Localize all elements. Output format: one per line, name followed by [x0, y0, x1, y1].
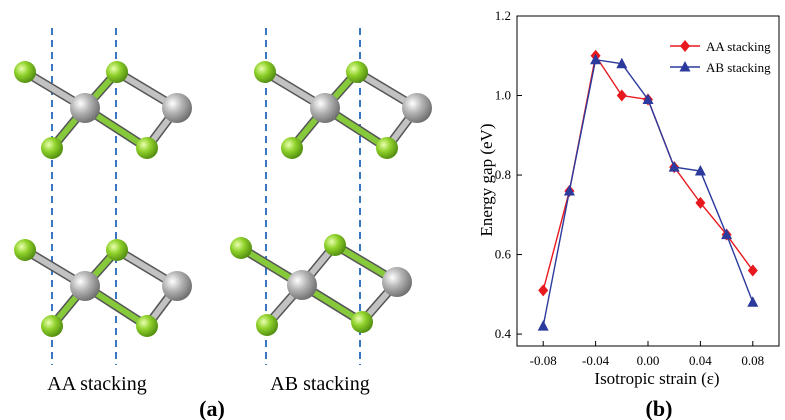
legend-label: AA stacking	[706, 39, 771, 54]
green-atom	[230, 237, 252, 259]
green-atom	[41, 137, 63, 159]
panel-a: AA stacking AB stacking (a)	[14, 28, 432, 420]
green-atom	[346, 61, 368, 83]
green-atom	[281, 137, 303, 159]
x-tick-label: -0.08	[530, 353, 557, 368]
data-point-ab	[694, 165, 706, 176]
x-tick-label: -0.04	[582, 353, 610, 368]
data-point-aa	[695, 196, 706, 209]
y-tick-label: 0.8	[495, 167, 511, 182]
green-atom	[106, 61, 128, 83]
y-tick-label: 0.4	[495, 326, 512, 341]
data-point-ab	[590, 53, 602, 65]
green-atom	[351, 311, 373, 333]
gray-atom	[402, 93, 432, 123]
y-axis-label: Energy gap (eV)	[477, 124, 496, 237]
gray-atom	[162, 271, 192, 301]
green-atom	[324, 234, 346, 256]
data-point-aa	[616, 89, 627, 102]
data-point-ab	[721, 228, 733, 240]
green-atom	[254, 61, 276, 83]
legend: AA stacking AB stacking	[670, 39, 771, 75]
data-point-ab	[616, 57, 628, 69]
x-axis-label: Isotropic strain (ε)	[594, 369, 719, 388]
ab-stacking-structure	[230, 28, 432, 365]
data-point-aa	[538, 284, 549, 297]
x-tick-label: 0.04	[689, 353, 712, 368]
green-atom	[256, 314, 278, 336]
x-tick-label: 0.00	[637, 353, 660, 368]
data-point-ab	[563, 184, 575, 196]
green-atom	[14, 239, 36, 261]
data-point-ab	[668, 161, 680, 172]
data-point-ab	[642, 93, 654, 104]
legend-marker	[680, 40, 690, 52]
legend-marker	[679, 61, 691, 72]
series-line-aa	[542, 53, 754, 291]
panel-b: -0.08 -0.04 0.00 0.04 0.08 0.4 0.6 0.8 1.0 1.2 AA…	[477, 8, 780, 420]
gray-atom	[162, 93, 192, 123]
data-point-ab	[747, 296, 759, 307]
green-atom	[376, 137, 398, 159]
ab-stacking-caption: AB stacking	[270, 373, 369, 395]
gray-atom	[70, 93, 100, 123]
green-atom	[14, 61, 36, 83]
gray-atom	[287, 270, 317, 300]
series-layer	[537, 49, 759, 331]
green-atom	[106, 239, 128, 261]
green-atom	[136, 137, 158, 159]
data-point-ab	[537, 320, 549, 331]
green-atom	[136, 315, 158, 337]
y-tick-label: 0.6	[495, 247, 512, 262]
gray-atom	[382, 267, 412, 297]
y-tick-label: 1.0	[495, 88, 511, 103]
axis-ticks: -0.08 -0.04 0.00 0.04 0.08 0.4 0.6 0.8 1.0 1.2	[495, 8, 764, 368]
data-point-aa	[747, 264, 758, 277]
aa-stacking-structure	[14, 28, 192, 365]
green-atom	[41, 315, 63, 337]
aa-stacking-caption: AA stacking	[47, 373, 146, 395]
panel-a-label: (a)	[199, 396, 225, 420]
x-tick-label: 0.08	[741, 353, 764, 368]
gray-atom	[70, 271, 100, 301]
y-tick-label: 1.2	[495, 8, 511, 23]
legend-label: AB stacking	[706, 60, 771, 75]
panel-b-label: (b)	[646, 396, 673, 420]
gray-atom	[310, 93, 340, 123]
